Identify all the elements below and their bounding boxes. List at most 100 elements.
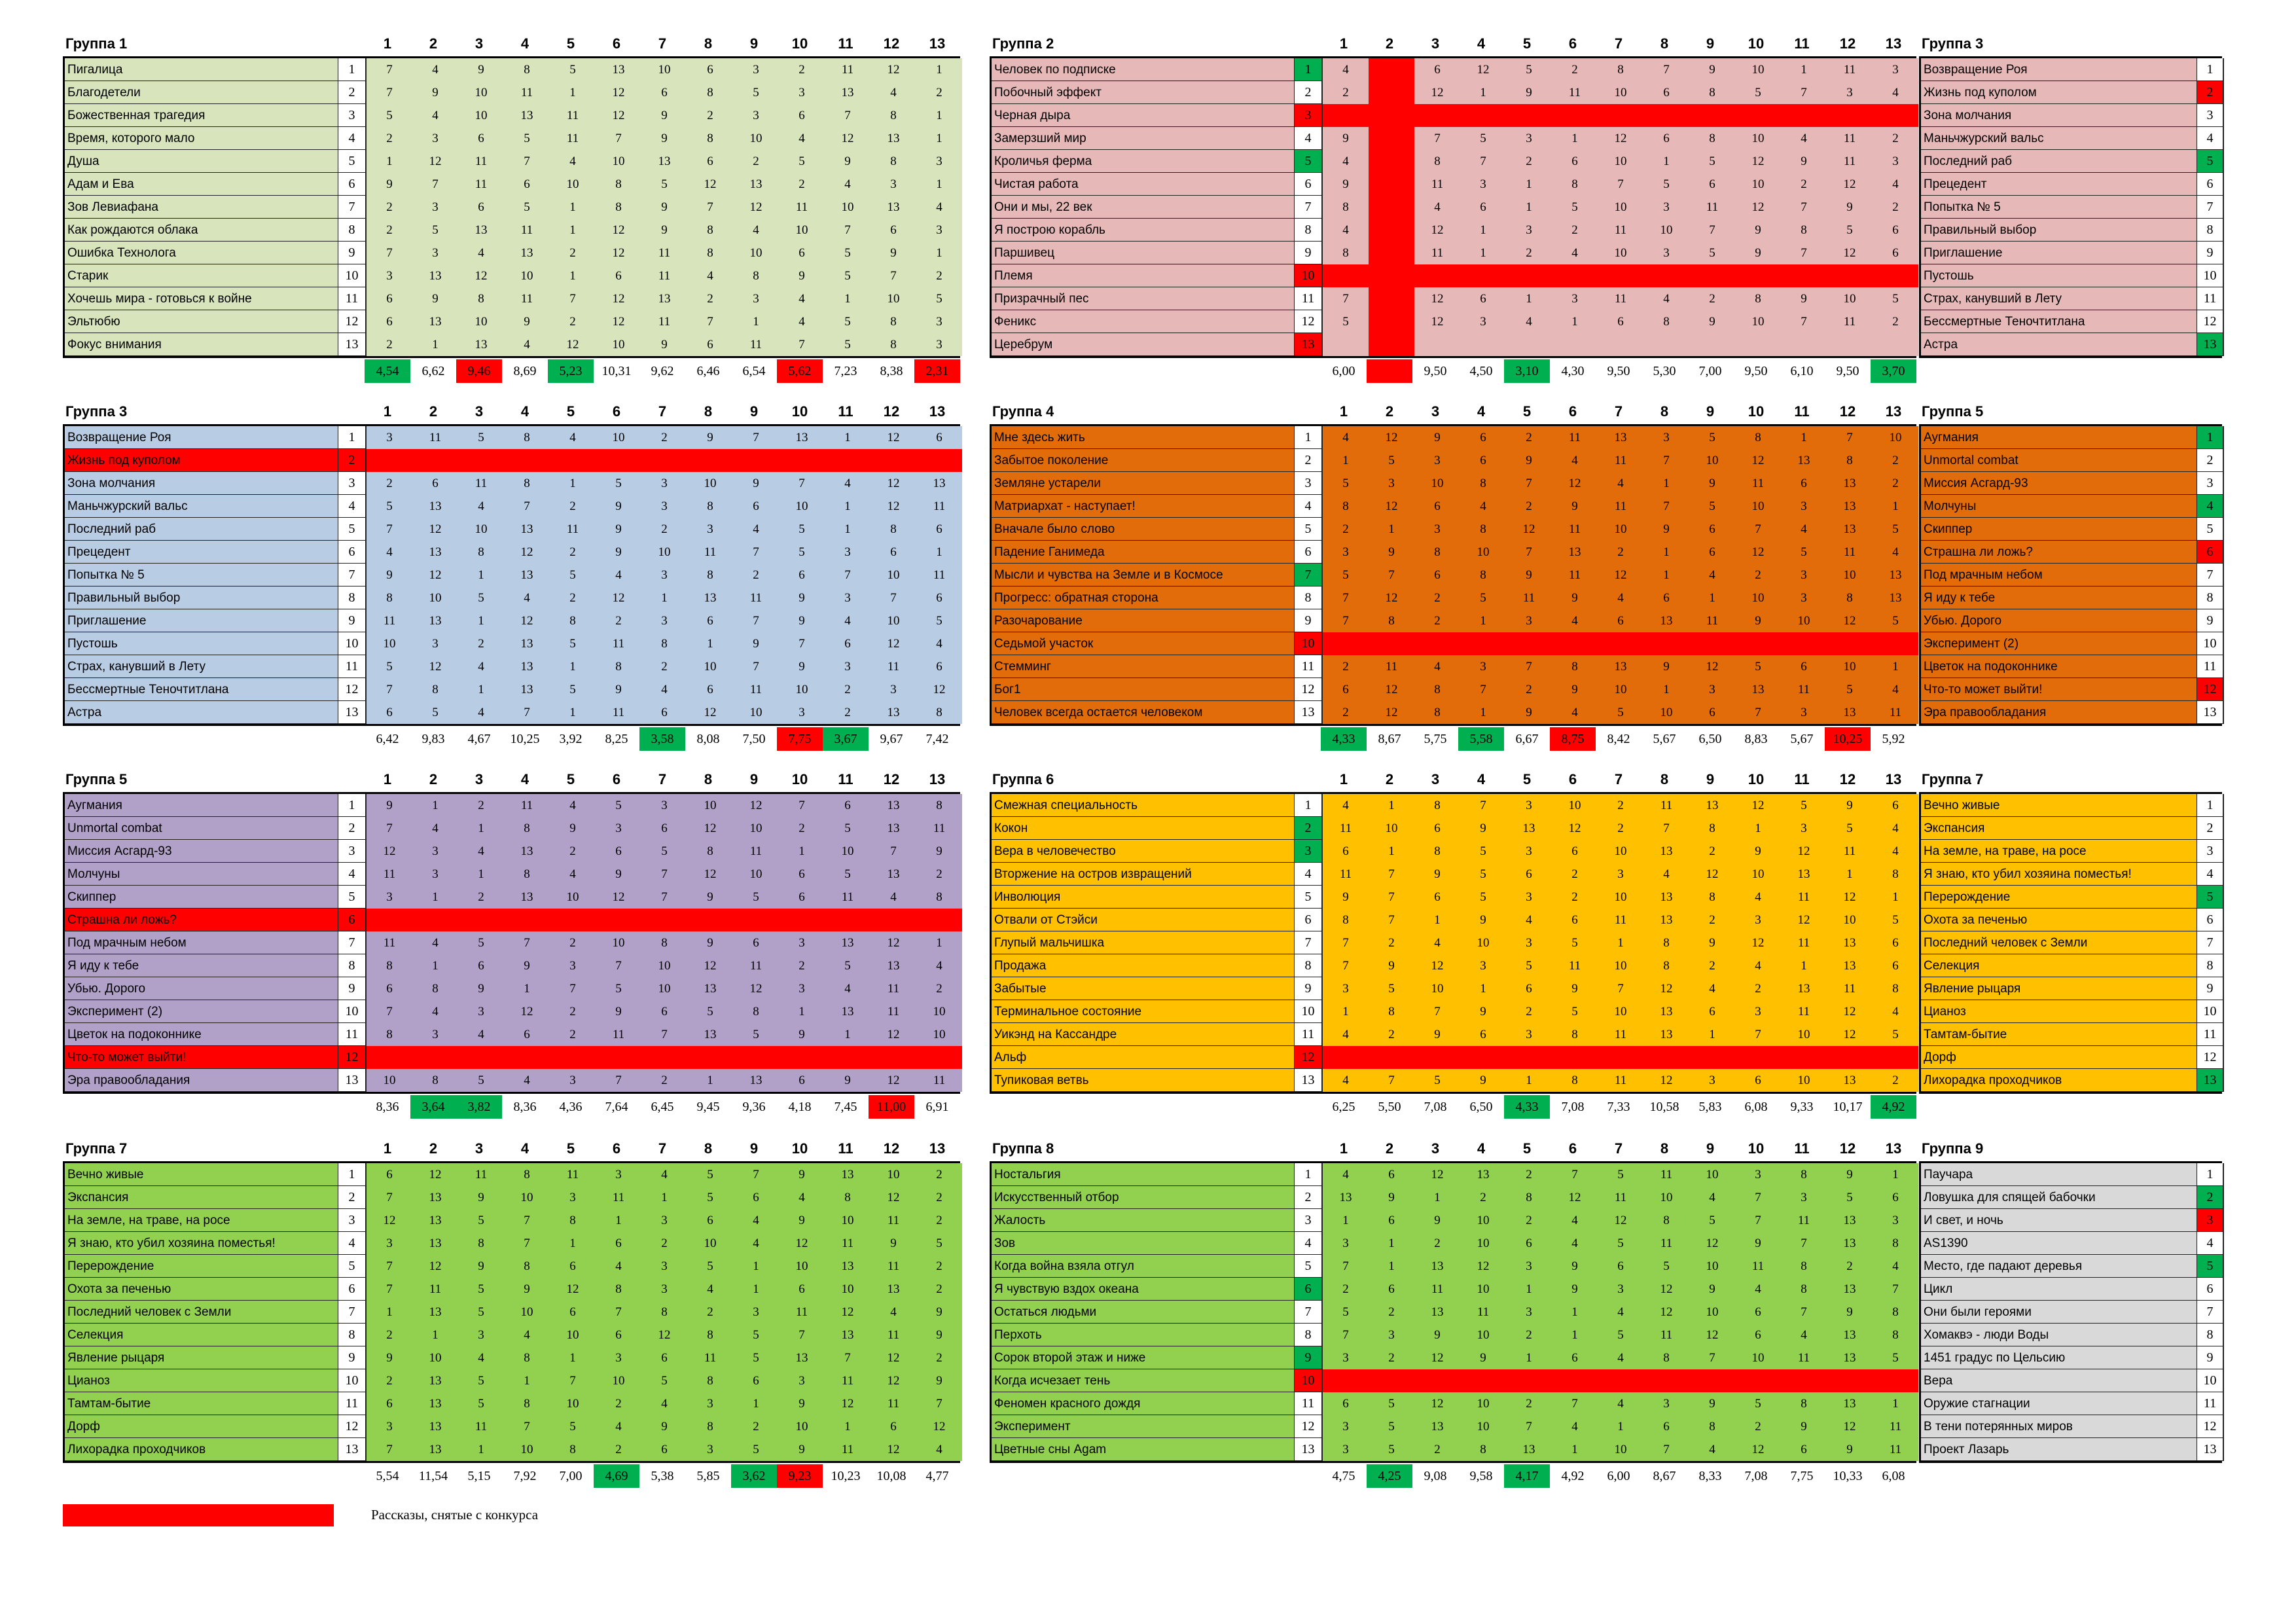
story-title: Экспансия [1921, 817, 2197, 840]
table-row: Феномен красного дождя 11 6 5 12 10 2 7 4 3 9 5 8 13 1 [992, 1392, 1918, 1415]
score-cell: 5 [1552, 1000, 1598, 1023]
story-title: Цианоз [1921, 1000, 2197, 1023]
score-cell: 2 [367, 472, 412, 495]
score-cell: 10 [1689, 449, 1735, 472]
table-row: Экспансия 2 7 13 9 10 3 11 1 5 6 4 8 12 2 [65, 1186, 962, 1209]
score-cell: 5 [1873, 1346, 1918, 1369]
story-number: 2 [338, 81, 367, 104]
score-cell: 6 [1873, 954, 1918, 977]
story-title: Эра правообладания [1921, 701, 2197, 724]
score-cell: 3 [825, 586, 870, 609]
story-number: 12 [338, 1415, 367, 1438]
score-cell: 7 [550, 1369, 596, 1392]
story-number: 3 [1294, 840, 1323, 863]
story-title: Пустошь [1921, 264, 2197, 287]
score-cell: 9 [916, 1369, 962, 1392]
table-row: Бог1 12 6 12 8 7 2 9 10 1 3 13 11 5 4 [992, 678, 1918, 701]
score-cell: 8 [1781, 219, 1827, 242]
story-number: 7 [338, 1301, 367, 1324]
score-cell: 3 [1781, 586, 1827, 609]
score-cell [458, 449, 504, 472]
story-number: 13 [1294, 333, 1323, 356]
table-row: Скиппер 5 [1921, 518, 2224, 541]
column-header: 4 [520, 771, 529, 787]
column-header: 9 [749, 771, 759, 787]
score-cell: 13 [1735, 678, 1781, 701]
score-cell: 1 [1506, 287, 1552, 310]
score-cell [1506, 264, 1552, 287]
score-cell: 3 [870, 173, 916, 196]
table-row: Мысли и чувства на Земле и в Космосе 7 5 7 6… [992, 564, 1918, 586]
story-number: 10 [2197, 1369, 2224, 1392]
story-number: 12 [338, 678, 367, 701]
score-cell: 9 [504, 954, 550, 977]
score-cell: 10 [504, 1438, 550, 1461]
column-header: 1 [1339, 771, 1348, 787]
score-cell: 6 [1735, 1324, 1781, 1346]
average-cell: 9,33 [1790, 1100, 1814, 1114]
score-cell: 3 [1460, 655, 1506, 678]
score-cell: 6 [1598, 1255, 1643, 1278]
score-cell: 8 [641, 1301, 687, 1324]
score-cell: 4 [1552, 701, 1598, 724]
score-cell: 5 [1460, 886, 1506, 909]
group-table: Мне здесь жить 1 4 12 9 6 2 11 13 3 5 8 1 7 10 Забытое … [990, 424, 1918, 726]
score-cell: 13 [1598, 655, 1643, 678]
score-cell: 1 [1781, 58, 1827, 81]
score-cell: 5 [367, 655, 412, 678]
average-cell: 10,33 [1833, 1469, 1863, 1483]
score-cell: 12 [458, 264, 504, 287]
score-cell: 7 [1735, 1023, 1781, 1046]
column-header: 1 [1339, 35, 1348, 52]
score-cell: 4 [1323, 1023, 1369, 1046]
score-cell: 13 [733, 173, 779, 196]
score-cell: 4 [1598, 586, 1643, 609]
score-cell [687, 1046, 733, 1069]
score-cell: 10 [733, 701, 779, 724]
score-cell: 6 [870, 541, 916, 564]
story-title: Прецедент [1921, 173, 2197, 196]
score-cell: 3 [1643, 426, 1689, 449]
story-number: 4 [338, 127, 367, 150]
story-number: 4 [2197, 127, 2224, 150]
score-cell: 8 [1414, 541, 1460, 564]
story-title: Астра [65, 701, 338, 724]
score-cell: 6 [367, 701, 412, 724]
score-cell [916, 449, 962, 472]
score-cell: 7 [367, 518, 412, 541]
score-cell: 7 [367, 242, 412, 264]
average-cell: 6,00 [1332, 364, 1355, 378]
score-cell: 2 [1689, 287, 1735, 310]
score-cell: 7 [1598, 173, 1643, 196]
score-cell: 5 [1552, 196, 1598, 219]
score-cell: 2 [916, 81, 962, 104]
score-cell: 8 [1873, 863, 1918, 886]
score-cell: 10 [1827, 655, 1873, 678]
score-cell: 13 [1827, 1209, 1873, 1232]
score-cell: 7 [504, 931, 550, 954]
score-cell: 5 [1873, 1023, 1918, 1046]
score-cell: 9 [1827, 794, 1873, 817]
average-cell: 9,62 [651, 364, 674, 378]
score-cell: 11 [1506, 586, 1552, 609]
score-cell: 5 [458, 1278, 504, 1301]
score-cell: 7 [1323, 287, 1369, 310]
story-title: Отвали от Стэйси [992, 909, 1294, 931]
score-cell: 11 [1827, 58, 1873, 81]
score-cell: 5 [596, 977, 641, 1000]
story-title: Убью. Дорого [65, 977, 338, 1000]
story-number: 11 [338, 1392, 367, 1415]
score-cell: 13 [1643, 609, 1689, 632]
score-cell: 6 [825, 632, 870, 655]
story-number: 12 [1294, 678, 1323, 701]
story-title: Страх, канувший в Лету [1921, 287, 2197, 310]
table-row: Замерзший мир 4 9 7 5 3 1 12 6 8 10 4 11 2 [992, 127, 1918, 150]
score-cell: 6 [1873, 219, 1918, 242]
story-title: Человек всегда остается человеком [992, 701, 1294, 724]
average-cell: 9,46 [456, 359, 502, 383]
score-cell: 11 [733, 954, 779, 977]
score-cell: 5 [550, 1415, 596, 1438]
score-cell [1460, 333, 1506, 356]
score-cell: 11 [1781, 1346, 1827, 1369]
score-cell: 6 [1643, 586, 1689, 609]
